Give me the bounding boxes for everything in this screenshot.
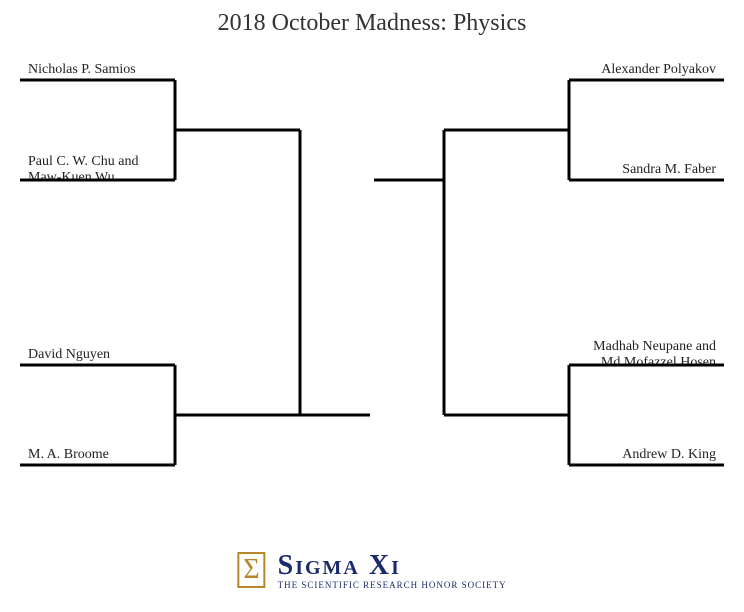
logo-subtitle: The Scientific Research Honor Society [278,580,507,590]
sigma-xi-icon: Σ [237,552,265,588]
sigma-xi-logo: Σ Sigma Xi The Scientific Research Honor… [237,550,506,590]
logo-name: Sigma Xi [278,550,507,582]
bracket-lines [0,0,744,612]
